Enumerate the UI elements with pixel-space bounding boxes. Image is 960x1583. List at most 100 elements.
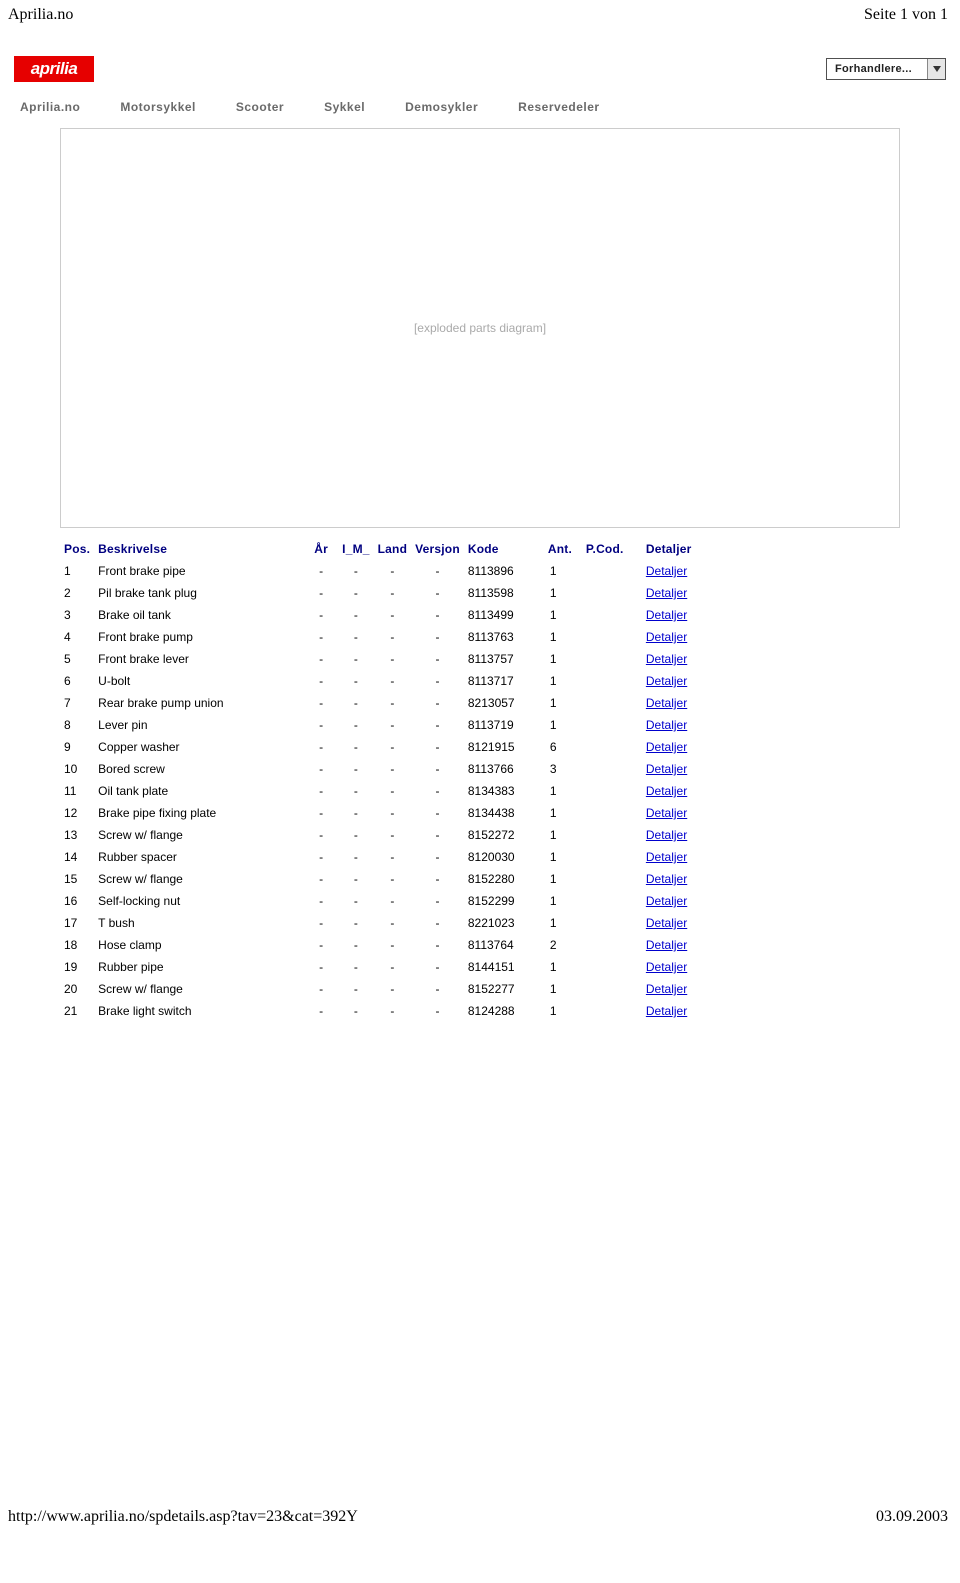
col-versjon: Versjon (411, 538, 464, 560)
cell-pos: 15 (60, 868, 94, 890)
cell-ver: - (411, 934, 464, 956)
cell-ar: - (304, 978, 338, 1000)
detaljer-link[interactable]: Detaljer (646, 762, 687, 776)
cell-ant: 1 (544, 956, 582, 978)
cell-ver: - (411, 890, 464, 912)
detaljer-link[interactable]: Detaljer (646, 894, 687, 908)
detaljer-link[interactable]: Detaljer (646, 806, 687, 820)
cell-pos: 17 (60, 912, 94, 934)
nav-item[interactable]: Scooter (236, 100, 284, 114)
detaljer-link[interactable]: Detaljer (646, 872, 687, 886)
cell-kode: 8121915 (464, 736, 544, 758)
cell-kode: 8113757 (464, 648, 544, 670)
cell-pos: 16 (60, 890, 94, 912)
aprilia-logo[interactable]: aprilia (14, 56, 94, 82)
cell-pcod (582, 560, 642, 582)
print-header: Aprilia.no Seite 1 von 1 (0, 0, 960, 26)
cell-pcod (582, 846, 642, 868)
table-row: 14Rubber spacer----81200301Detaljer (60, 846, 900, 868)
detaljer-link[interactable]: Detaljer (646, 652, 687, 666)
cell-pos: 18 (60, 934, 94, 956)
table-row: 17T bush----82210231Detaljer (60, 912, 900, 934)
print-footer-date: 03.09.2003 (876, 1508, 948, 1526)
cell-ver: - (411, 802, 464, 824)
cell-im: - (338, 582, 373, 604)
cell-kode: 8113598 (464, 582, 544, 604)
cell-desc: Copper washer (94, 736, 304, 758)
cell-kode: 8113499 (464, 604, 544, 626)
cell-im: - (338, 780, 373, 802)
print-header-left: Aprilia.no (8, 6, 73, 24)
cell-desc: Hose clamp (94, 934, 304, 956)
cell-kode: 8113763 (464, 626, 544, 648)
cell-pcod (582, 1000, 642, 1022)
nav-item[interactable]: Sykkel (324, 100, 365, 114)
cell-pos: 19 (60, 956, 94, 978)
col-kode: Kode (464, 538, 544, 560)
nav-item[interactable]: Aprilia.no (20, 100, 80, 114)
cell-detaljer: Detaljer (642, 736, 900, 758)
col-detaljer: Detaljer (642, 538, 900, 560)
cell-ar: - (304, 846, 338, 868)
cell-detaljer: Detaljer (642, 560, 900, 582)
cell-desc: Rubber spacer (94, 846, 304, 868)
detaljer-link[interactable]: Detaljer (646, 1004, 687, 1018)
detaljer-link[interactable]: Detaljer (646, 608, 687, 622)
nav-item[interactable]: Demosykler (405, 100, 478, 114)
cell-im: - (338, 604, 373, 626)
detaljer-link[interactable]: Detaljer (646, 740, 687, 754)
cell-ar: - (304, 670, 338, 692)
detaljer-link[interactable]: Detaljer (646, 564, 687, 578)
cell-land: - (374, 582, 411, 604)
cell-ar: - (304, 868, 338, 890)
cell-ant: 1 (544, 890, 582, 912)
cell-im: - (338, 1000, 373, 1022)
cell-desc: Self-locking nut (94, 890, 304, 912)
cell-pos: 10 (60, 758, 94, 780)
chevron-down-icon (927, 59, 945, 79)
detaljer-link[interactable]: Detaljer (646, 850, 687, 864)
top-bar: aprilia Forhandlere... (14, 56, 946, 82)
cell-pcod (582, 802, 642, 824)
dealer-dropdown[interactable]: Forhandlere... (826, 58, 946, 80)
cell-ver: - (411, 582, 464, 604)
cell-im: - (338, 934, 373, 956)
cell-im: - (338, 692, 373, 714)
cell-im: - (338, 846, 373, 868)
nav-item[interactable]: Reservedeler (518, 100, 599, 114)
detaljer-link[interactable]: Detaljer (646, 938, 687, 952)
cell-ant: 1 (544, 912, 582, 934)
cell-im: - (338, 824, 373, 846)
cell-ar: - (304, 736, 338, 758)
detaljer-link[interactable]: Detaljer (646, 982, 687, 996)
detaljer-link[interactable]: Detaljer (646, 718, 687, 732)
cell-ant: 1 (544, 978, 582, 1000)
detaljer-link[interactable]: Detaljer (646, 630, 687, 644)
table-row: 16Self-locking nut----81522991Detaljer (60, 890, 900, 912)
cell-ant: 1 (544, 868, 582, 890)
cell-ver: - (411, 978, 464, 1000)
cell-ant: 1 (544, 780, 582, 802)
detaljer-link[interactable]: Detaljer (646, 674, 687, 688)
cell-ant: 6 (544, 736, 582, 758)
detaljer-link[interactable]: Detaljer (646, 916, 687, 930)
detaljer-link[interactable]: Detaljer (646, 784, 687, 798)
cell-land: - (374, 802, 411, 824)
table-row: 1Front brake pipe----81138961Detaljer (60, 560, 900, 582)
cell-ar: - (304, 780, 338, 802)
cell-desc: Front brake lever (94, 648, 304, 670)
cell-ant: 1 (544, 692, 582, 714)
detaljer-link[interactable]: Detaljer (646, 586, 687, 600)
cell-ver: - (411, 714, 464, 736)
cell-im: - (338, 626, 373, 648)
detaljer-link[interactable]: Detaljer (646, 960, 687, 974)
detaljer-link[interactable]: Detaljer (646, 828, 687, 842)
cell-detaljer: Detaljer (642, 670, 900, 692)
cell-detaljer: Detaljer (642, 758, 900, 780)
nav-item[interactable]: Motorsykkel (120, 100, 196, 114)
cell-pos: 7 (60, 692, 94, 714)
cell-ar: - (304, 582, 338, 604)
table-row: 9Copper washer----81219156Detaljer (60, 736, 900, 758)
detaljer-link[interactable]: Detaljer (646, 696, 687, 710)
col-ar: År (304, 538, 338, 560)
